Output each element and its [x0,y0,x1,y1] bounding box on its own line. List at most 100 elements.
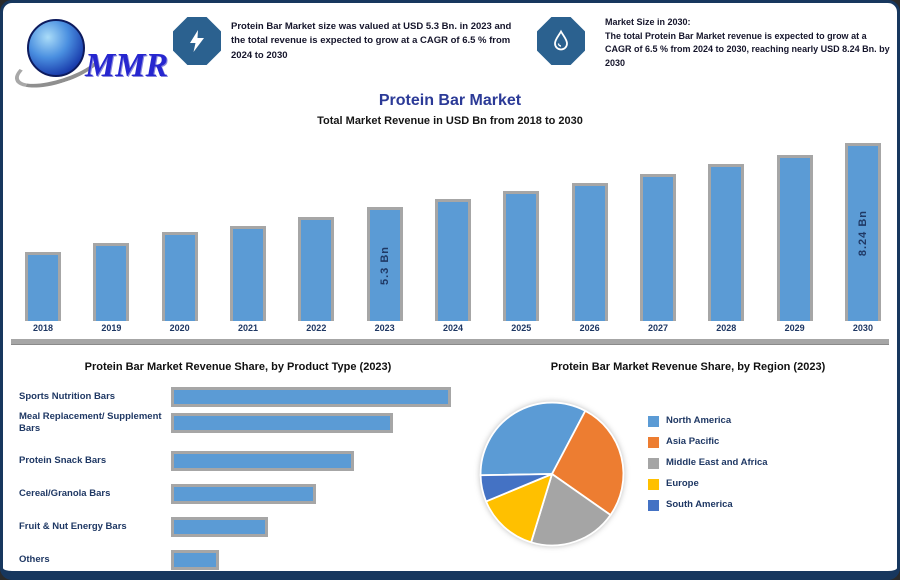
bar-column-2023: 5.3 Bn [366,143,403,321]
year-label-2029: 2029 [784,323,805,333]
legend-swatch [648,479,659,490]
legend-swatch [648,500,659,511]
bar-2023: 5.3 Bn [366,207,403,321]
pie-slice-south-america [479,473,553,503]
bar-column-2028 [708,143,745,321]
product-type-bar [171,387,451,407]
bar-2029 [776,155,813,321]
legend-swatch [648,458,659,469]
product-type-row: Meal Replacement/ Supplement Bars [19,411,459,435]
bar-column-2029 [776,143,813,321]
product-type-bar [171,451,354,471]
pie-slice-north-america [479,401,587,477]
market-size-statement: Protein Bar Market size was valued at US… [231,21,512,61]
bar-2030: 8.24 Bn [844,143,881,321]
legend-label: South America [666,499,733,510]
globe-icon [27,19,85,77]
product-type-label: Others [19,554,50,566]
page-subtitle: Total Market Revenue in USD Bn from 2018… [317,115,583,127]
year-label-2018: 2018 [32,323,54,333]
product-type-bar [171,550,219,570]
pie-slice-asia-pacific [550,409,625,517]
bar-2027 [639,174,676,321]
pie-svg [479,401,625,547]
forecast-body: The total Protein Bar Market revenue is … [605,30,890,68]
forecast-lead: Market Size in 2030: [605,17,691,27]
product-type-label: Protein Snack Bars [19,455,107,467]
bar-column-2021 [229,143,266,321]
bar-2021 [229,226,266,321]
year-label-2020: 2020 [169,323,190,333]
year-label-2021: 2021 [237,323,258,333]
bar-column-2022 [298,143,335,321]
bar-column-2024 [434,143,471,321]
legend-label: Europe [666,478,699,489]
product-type-label: Cereal/Granola Bars [19,488,111,500]
forecast-statement: Market Size in 2030: The total Protein B… [605,16,893,70]
product-type-row: Protein Snack Bars [19,451,459,471]
year-label-2024: 2024 [442,323,463,333]
bar-2022 [298,217,335,321]
bar-column-2025 [503,143,540,321]
product-type-heading: Protein Bar Market Revenue Share, by Pro… [84,361,392,373]
product-type-label: Sports Nutrition Bars [19,391,116,403]
bar-value-label-2030: 8.24 Bn [856,210,869,257]
bar-2026 [571,183,608,321]
bar-column-2020 [161,143,198,321]
year-label-2022: 2022 [306,323,327,333]
product-type-bar [171,517,268,537]
page-title: Protein Bar Market [378,92,522,109]
region-pie-chart [477,399,627,549]
pie-slice-europe [484,472,554,544]
logo-text: MMR [85,47,169,84]
year-label-2030: 2030 [852,323,873,333]
bar-column-2030: 8.24 Bn [844,143,881,321]
year-label-2026: 2026 [579,323,600,333]
product-type-row: Cereal/Granola Bars [19,484,459,504]
year-label-2027: 2027 [647,323,668,333]
bar-column-2019 [93,143,130,321]
product-type-row: Sports Nutrition Bars [19,387,459,407]
legend-item-north-america: North America [648,415,778,427]
x-axis-line [11,339,889,345]
year-label-2025: 2025 [511,323,532,333]
bar-column-2018 [25,143,61,321]
water-drop-icon [554,29,568,51]
legend-label: Asia Pacific [666,436,720,447]
legend-label: Middle East and Africa [666,457,768,468]
forecast-badge [537,17,585,65]
product-type-bar [171,484,316,504]
bar-2018 [25,252,61,321]
bar-2028 [708,164,745,321]
product-type-row: Others [19,550,459,570]
region-heading: Protein Bar Market Revenue Share, by Reg… [550,361,826,373]
product-type-row: Fruit & Nut Energy Bars [19,517,459,537]
revenue-bar-chart: 5.3 Bn 8.24 Bn [25,143,881,321]
legend-swatch [648,437,659,448]
legend-label: North America [666,415,732,426]
lightning-icon [190,30,204,52]
mmr-logo: MMR [9,11,217,97]
region-legend: North America Asia Pacific Middle East and… [648,415,778,511]
legend-item-south-america: South America [648,499,778,511]
year-label-2019: 2019 [101,323,122,333]
legend-swatch [648,416,659,427]
pie-slice-middle-east-and-africa [529,472,612,547]
bar-chart-year-axis: 2018 2019 2020 2021 2022 2023 2024 2025 2026 2027… [25,323,881,333]
bar-column-2026 [571,143,608,321]
bar-column-2027 [639,143,676,321]
legend-item-europe: Europe [648,478,778,490]
bar-value-label-2023: 5.3 Bn [378,245,391,285]
bar-2024 [434,199,471,321]
year-label-2028: 2028 [716,323,737,333]
bar-2020 [161,232,198,321]
bar-2019 [93,243,130,321]
legend-item-asia-pacific: Asia Pacific [648,436,778,448]
market-size-badge [173,17,221,65]
product-type-label: Fruit & Nut Energy Bars [19,521,127,533]
bar-2025 [503,191,540,321]
product-type-bar [171,412,393,433]
year-label-2023: 2023 [374,323,395,333]
legend-item-middle-east-and-africa: Middle East and Africa [648,457,778,469]
